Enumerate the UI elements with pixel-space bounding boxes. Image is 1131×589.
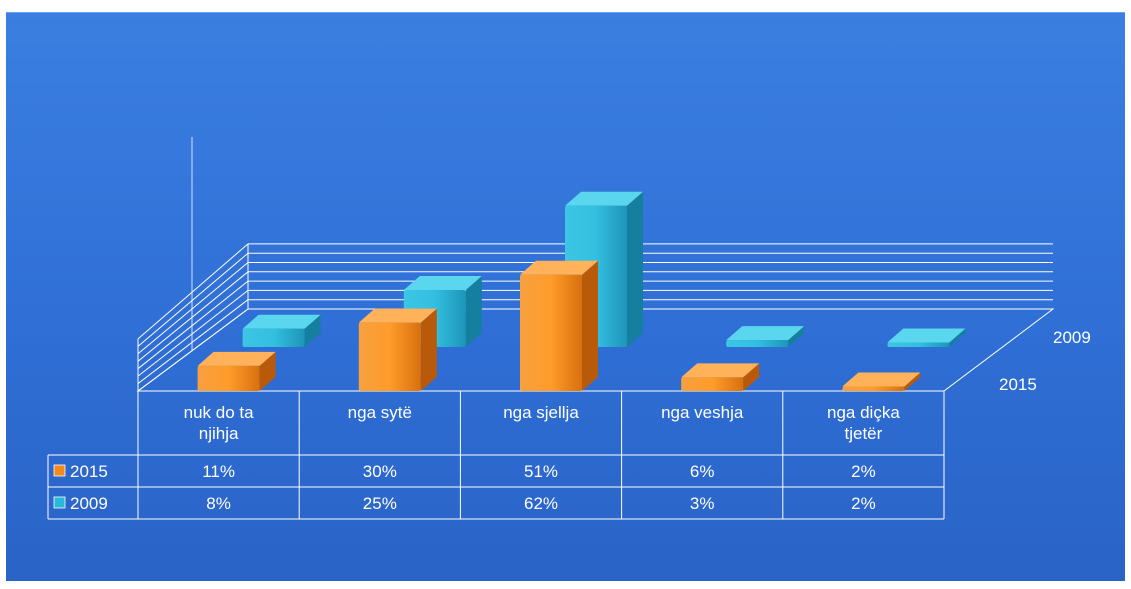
data-label-2015-2: 51% <box>524 462 558 481</box>
bar-2015-0 <box>197 351 276 391</box>
data-label-2015-3: 6% <box>690 462 715 481</box>
bar-2015-3-front <box>681 377 744 391</box>
bar-2009-1-side <box>465 276 482 347</box>
bar-2015-3-side <box>743 363 760 391</box>
chart-panel: nuk do ta njihja nga sytë nga sjellja nga ve… <box>6 12 1125 581</box>
bar-2015-1-side <box>420 308 437 391</box>
bar-2015-4-side <box>904 372 921 391</box>
gridline-side-10 <box>137 299 249 384</box>
bar-2009-0 <box>242 314 321 347</box>
bar-2015-3-top <box>681 363 760 378</box>
bar-2009-3 <box>726 326 805 347</box>
category-label-2: nga sjellja <box>503 403 579 422</box>
bar-2009-4-front <box>887 342 950 347</box>
bar-2009-1-top <box>403 276 482 291</box>
bar-2015-2 <box>520 260 598 391</box>
bar-2009-3-side <box>788 326 805 347</box>
bar-2009-4-top <box>887 328 966 343</box>
bar-2015-4-front <box>842 386 905 391</box>
data-label-2009-4: 2% <box>851 494 876 513</box>
legend-label-2015: 2015 <box>70 462 108 481</box>
bar-2015-4 <box>842 372 921 391</box>
bar-2015-0-side <box>259 351 276 391</box>
chart-svg: nuk do ta njihja nga sytë nga sjellja nga ve… <box>47 137 1091 520</box>
grid-layer <box>136 137 1055 392</box>
bar-2009-4-side <box>949 328 966 347</box>
bar-2009-0-front <box>242 328 305 347</box>
bar-2015-0-top <box>197 351 276 366</box>
data-label-2009-3: 3% <box>690 494 715 513</box>
gridline-side-60 <box>137 252 249 347</box>
gridline-side-20 <box>137 290 249 377</box>
category-label-3: nga veshja <box>661 403 744 422</box>
bar-2009-2-side <box>627 191 643 347</box>
bar-2009-0-side <box>304 314 321 347</box>
bar-2015-2-front <box>520 274 582 391</box>
data-label-2015-4: 2% <box>851 462 876 481</box>
data-label-2015-1: 30% <box>363 462 397 481</box>
legend-swatch-2015 <box>53 464 66 477</box>
gridline-side-70 <box>137 243 249 340</box>
gridline-side-30 <box>137 280 249 370</box>
data-table: nuk do ta njihja nga sytë nga sjellja nga ve… <box>47 391 945 520</box>
bar-2015-4-top <box>842 372 921 387</box>
bar-2015-1 <box>358 308 437 391</box>
bar-2015-0-front <box>197 365 260 391</box>
bar-2009-3-top <box>726 326 805 341</box>
data-label-2009-1: 25% <box>363 494 397 513</box>
bar-2015-2-side <box>582 260 598 391</box>
data-label-2015-0: 11% <box>202 462 235 481</box>
floor-outline <box>136 308 1055 392</box>
data-label-2009-0: 8% <box>206 494 231 513</box>
bar-2015-2-top <box>520 260 598 275</box>
bar-2009-3-front <box>726 340 789 347</box>
depth-label-2015: 2015 <box>999 375 1037 394</box>
bar-2009-2-top <box>565 191 643 206</box>
category-label-1: nga sytë <box>348 403 412 422</box>
data-label-2009-2: 62% <box>524 494 558 513</box>
gridline-side-40 <box>137 271 249 362</box>
bar-2015-3 <box>681 363 760 391</box>
legend-swatch-2009 <box>53 496 66 509</box>
bar-2015-1-top <box>358 308 437 323</box>
bar-2009-0-top <box>242 314 321 329</box>
depth-label-2009: 2009 <box>1053 328 1091 347</box>
bars-layer <box>197 191 966 391</box>
legend-label-2009: 2009 <box>70 494 108 513</box>
category-label-4: nga diçka tjetër <box>827 403 900 443</box>
bar-2015-1-front <box>358 322 421 391</box>
category-label-0: nuk do ta njihja <box>184 403 254 443</box>
gridline-side-50 <box>137 262 249 355</box>
bar-2009-4 <box>887 328 966 347</box>
